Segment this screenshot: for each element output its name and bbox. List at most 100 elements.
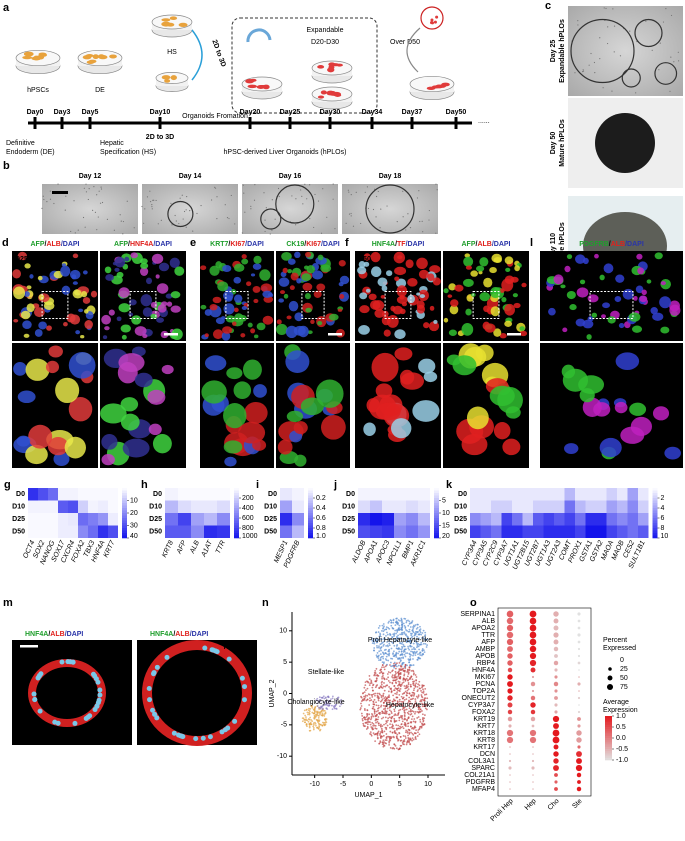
cell (294, 312, 304, 322)
nucleus (193, 736, 199, 742)
cell-point (382, 739, 385, 742)
heat-cell (280, 525, 292, 538)
speck (244, 211, 246, 213)
cell (654, 252, 663, 260)
cell-point (385, 733, 388, 735)
cell-point (391, 731, 394, 734)
stain-part: / (48, 631, 50, 638)
scale-bar (20, 645, 38, 648)
heat-cell (491, 488, 502, 501)
stage-note: Over D50 (390, 39, 420, 46)
cell-point (418, 727, 421, 730)
cell (252, 263, 262, 270)
cell-point (392, 679, 395, 682)
cell (390, 305, 396, 312)
cell-point (407, 658, 410, 661)
cell-point (318, 696, 321, 699)
cell-point (395, 651, 398, 654)
cell-point (395, 653, 397, 656)
colorbar-label: 40 (130, 533, 138, 540)
cell-point (384, 709, 387, 712)
cell-point (417, 637, 420, 640)
cell-point (363, 725, 366, 728)
cell (68, 397, 93, 422)
heat-cell (606, 488, 617, 501)
cell-point (401, 668, 404, 671)
gene-label: MFAP4 (472, 786, 495, 793)
speck (635, 92, 637, 94)
cell-point (407, 639, 410, 642)
cell-point (413, 687, 416, 690)
cell (317, 320, 323, 326)
cell-point (378, 672, 381, 674)
cell-point (399, 619, 401, 622)
cell-point (378, 687, 381, 690)
colorbar-step (308, 490, 313, 494)
cell (102, 335, 108, 340)
cell-point (321, 724, 324, 727)
cell (288, 300, 299, 312)
speck (200, 204, 202, 207)
transition-label: 2D to 3D (146, 134, 174, 141)
cell (363, 422, 376, 436)
expression-dot (554, 668, 558, 672)
speck (93, 186, 95, 188)
speck (157, 223, 159, 225)
cell-point (371, 686, 374, 689)
cell-blob (331, 63, 340, 67)
expression-dot (577, 682, 581, 686)
speck (41, 207, 43, 209)
cell-point (410, 685, 412, 688)
cell (305, 307, 312, 313)
day-label: Day30 (320, 109, 341, 116)
cell (479, 257, 489, 267)
stain-part: ALB (50, 631, 64, 638)
heat-cell (627, 513, 638, 526)
cell-point (417, 638, 420, 641)
colorbar-label: 0.4 (316, 505, 326, 512)
cell (45, 360, 60, 374)
cell (233, 381, 252, 400)
cell-point (309, 716, 312, 719)
cell-point (314, 721, 316, 724)
cell-point (380, 642, 383, 645)
cell-blob (247, 84, 258, 89)
colorbar-step (234, 508, 239, 511)
cell-point (303, 709, 306, 712)
cell-point (383, 744, 385, 747)
expression-dot (507, 681, 513, 687)
cell-point (413, 726, 416, 729)
colorbar-label: 20 (130, 510, 138, 517)
cell (29, 274, 34, 279)
speck (366, 186, 369, 188)
cell-point (382, 702, 385, 704)
speck (658, 69, 660, 71)
heat-cell (204, 488, 217, 501)
speck (651, 49, 653, 51)
cell-point (371, 721, 374, 724)
cell-point (388, 652, 391, 655)
cell (370, 251, 381, 263)
speck (228, 217, 230, 220)
cell (25, 358, 50, 381)
stain-part: /DAPI (321, 241, 340, 248)
gene-label: KRT19 (473, 716, 495, 723)
cell-blob (88, 59, 97, 64)
cell-point (412, 631, 415, 634)
speck (57, 183, 59, 185)
cell-point (308, 729, 311, 732)
organoid (167, 200, 194, 228)
cell-point (404, 648, 407, 651)
expression-dot (530, 702, 536, 708)
cell-point (316, 726, 319, 729)
cell (483, 277, 493, 288)
cell (47, 437, 69, 456)
cell (201, 380, 227, 404)
heat-cell (88, 525, 98, 538)
cell (209, 265, 220, 276)
speck (122, 233, 124, 235)
cell-point (401, 633, 404, 636)
stain-part: AFP (30, 241, 44, 248)
speck (428, 219, 430, 221)
cell-point (425, 646, 428, 648)
